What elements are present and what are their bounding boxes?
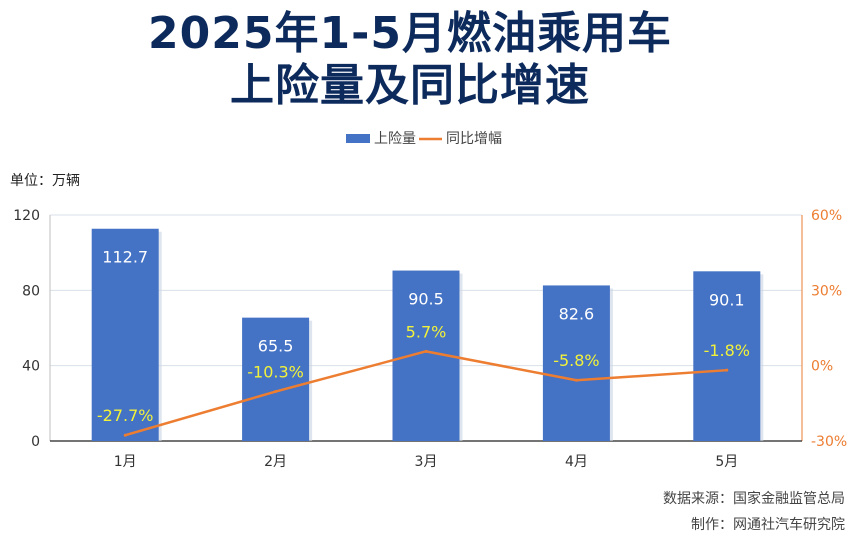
chart-title-line2: 上险量及同比增速: [230, 60, 590, 111]
legend-label: 上险量: [374, 131, 416, 147]
line-value-label: -1.8%: [704, 341, 750, 360]
unit-label: 单位：万辆: [10, 173, 80, 189]
bar-value-label: 82.6: [559, 304, 595, 323]
line-point: [725, 368, 729, 372]
chart-title: 2025年1-5月燃油乘用车 上险量及同比增速: [0, 8, 820, 112]
bar: [542, 285, 610, 441]
y-left-tick-label: 40: [22, 359, 40, 375]
maker-note: 制作：网通社汽车研究院: [691, 517, 845, 533]
bar-value-label: 90.5: [408, 290, 444, 309]
bar: [693, 271, 761, 441]
line-value-label: -10.3%: [247, 363, 304, 382]
x-tick-label: 2月: [264, 454, 287, 470]
line-point: [424, 349, 428, 353]
y-left-tick-label: 120: [13, 208, 40, 224]
y-left-tick-label: 80: [22, 283, 40, 299]
bar: [242, 317, 310, 441]
legend-label: 同比增幅: [446, 131, 502, 147]
line-value-label: -5.8%: [553, 351, 599, 370]
y-right-tick-label: 30%: [811, 283, 842, 299]
chart-title-line1: 2025年1-5月燃油乘用车: [148, 8, 672, 59]
x-tick-label: 3月: [415, 454, 438, 470]
line-value-label: 5.7%: [406, 322, 447, 341]
x-tick-label: 5月: [715, 454, 738, 470]
line-point: [574, 378, 578, 382]
line-point: [274, 390, 278, 394]
y-right-tick-label: 60%: [811, 208, 842, 224]
y-right-tick-label: -30%: [811, 434, 847, 450]
x-tick-label: 4月: [565, 454, 588, 470]
bar-value-label: 65.5: [258, 337, 294, 356]
line-point: [123, 433, 127, 437]
y-right-tick-label: 0%: [811, 359, 833, 375]
legend-bar-swatch: [346, 134, 370, 143]
line-value-label: -27.7%: [97, 406, 154, 425]
bar: [91, 228, 159, 441]
x-tick-label: 1月: [114, 454, 137, 470]
bar-value-label: 90.1: [709, 290, 745, 309]
source-note: 数据来源：国家金融监管总局: [663, 491, 845, 507]
y-left-tick-label: 0: [31, 434, 40, 450]
bar-value-label: 112.7: [102, 248, 148, 267]
